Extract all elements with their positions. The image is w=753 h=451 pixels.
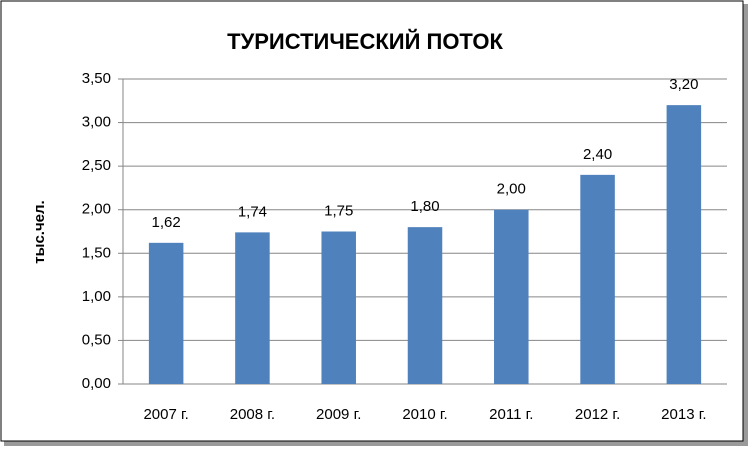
bar xyxy=(235,232,270,384)
y-tick-label: 0,50 xyxy=(82,331,111,348)
bar xyxy=(407,227,443,384)
value-label: 1,80 xyxy=(410,198,439,215)
y-axis-label: тыс.чел. xyxy=(31,200,48,263)
y-tick-label: 3,00 xyxy=(82,114,111,131)
bar xyxy=(148,242,184,384)
y-tick-label: 2,50 xyxy=(82,157,111,174)
x-tick-label: 2011 г. xyxy=(489,406,533,423)
y-tick-label: 1,00 xyxy=(82,288,111,305)
chart-title: ТУРИСТИЧЕСКИЙ ПОТОК xyxy=(227,29,503,54)
y-tick-label: 3,50 xyxy=(82,70,111,87)
value-label: 2,00 xyxy=(497,181,526,198)
bar xyxy=(666,105,702,385)
y-tick-label: 2,00 xyxy=(82,201,111,218)
bar xyxy=(494,209,529,384)
x-tick-label: 2008 г. xyxy=(230,406,275,423)
y-tick-label: 0,00 xyxy=(82,375,111,392)
value-label: 3,20 xyxy=(669,76,698,93)
x-tick-label: 2010 г. xyxy=(402,406,447,423)
x-tick-label: 2007 г. xyxy=(143,406,188,423)
chart-frame xyxy=(0,0,744,442)
value-label: 1,75 xyxy=(324,202,353,219)
x-tick-label: 2013 г. xyxy=(661,406,706,423)
value-label: 2,40 xyxy=(583,146,612,163)
value-label: 1,62 xyxy=(152,214,181,231)
bar xyxy=(580,174,615,384)
value-label: 1,74 xyxy=(238,203,267,220)
bar xyxy=(321,231,356,384)
y-tick-label: 1,50 xyxy=(82,244,111,261)
x-tick-label: 2012 г. xyxy=(575,406,620,423)
x-tick-label: 2009 г. xyxy=(316,406,361,423)
